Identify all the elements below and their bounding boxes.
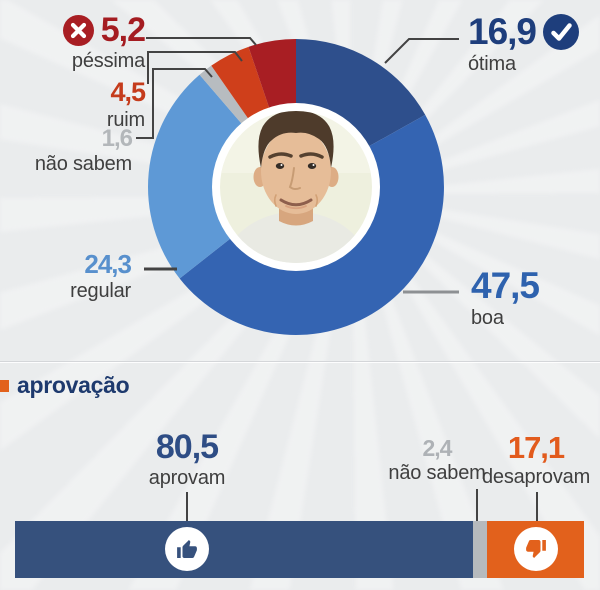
portrait-photo [220, 111, 372, 263]
nao-sabem-bar-label: não sabem [388, 462, 486, 485]
approval-stacked-bar [15, 521, 584, 578]
bar-segment-não-sabem [473, 521, 487, 578]
regular-value: 24,3 [84, 249, 132, 279]
nao-sabem-bar-value: 2,4 [422, 435, 453, 461]
otima-value: 16,9 [468, 11, 537, 52]
donut-center-ring [212, 103, 380, 271]
donut-slice-ruim [211, 46, 270, 119]
desaprovam-label: desaprovam [481, 465, 591, 488]
donut-slice-ótima [296, 39, 426, 147]
leader-line-pessima [146, 37, 257, 46]
aprovam-value: 80,5 [155, 428, 219, 466]
label-pessima: 5,2 péssima [62, 11, 146, 72]
ruim-label: ruim [106, 108, 145, 131]
leader-line-ruim [147, 51, 243, 84]
regular-label: regular [70, 279, 131, 302]
label-regular: 24,3 regular [70, 249, 132, 302]
aprovam-label: aprovam [148, 466, 226, 489]
section-bullet [0, 380, 9, 392]
boa-label: boa [471, 306, 504, 329]
section-divider [0, 361, 600, 362]
pessima-value: 5,2 [100, 11, 146, 49]
nao-sabem-value: 1,6 [101, 125, 133, 152]
label-otima: 16,9 ótima [468, 11, 580, 75]
desaprovam-value: 17,1 [507, 430, 565, 465]
pessima-label: péssima [71, 49, 145, 72]
ruim-value: 4,5 [110, 77, 146, 107]
label-ruim: 4,5 ruim [106, 77, 146, 131]
label-desaprovam: 17,1 desaprovam [482, 432, 590, 487]
donut-slice-boa [179, 114, 444, 335]
label-aprovam: 80,5 aprovam [148, 428, 226, 489]
x-circle-icon [62, 14, 94, 46]
leader-line-nao-sabem [136, 68, 213, 139]
donut-slices [148, 39, 444, 335]
label-boa: 47,5 boa [471, 265, 540, 329]
donut-slice-regular [148, 74, 242, 279]
otima-label: ótima [468, 52, 516, 75]
leader-line-otima [384, 38, 459, 64]
label-nao-sabem-bar: 2,4 não sabem [388, 435, 486, 485]
donut-slice-não-sabem [199, 65, 249, 125]
thumbs-down-icon [514, 527, 558, 571]
boa-value: 47,5 [471, 265, 540, 306]
thumbs-up-icon [165, 527, 209, 571]
section-title: aprovação [17, 372, 130, 398]
nao-sabem-label: não sabem [34, 153, 132, 176]
label-nao-sabem-donut: 1,6 não sabem [34, 125, 133, 176]
bar-segment-aprovam [15, 521, 474, 578]
donut-slice-péssima [248, 39, 296, 109]
check-circle-icon [543, 13, 580, 50]
